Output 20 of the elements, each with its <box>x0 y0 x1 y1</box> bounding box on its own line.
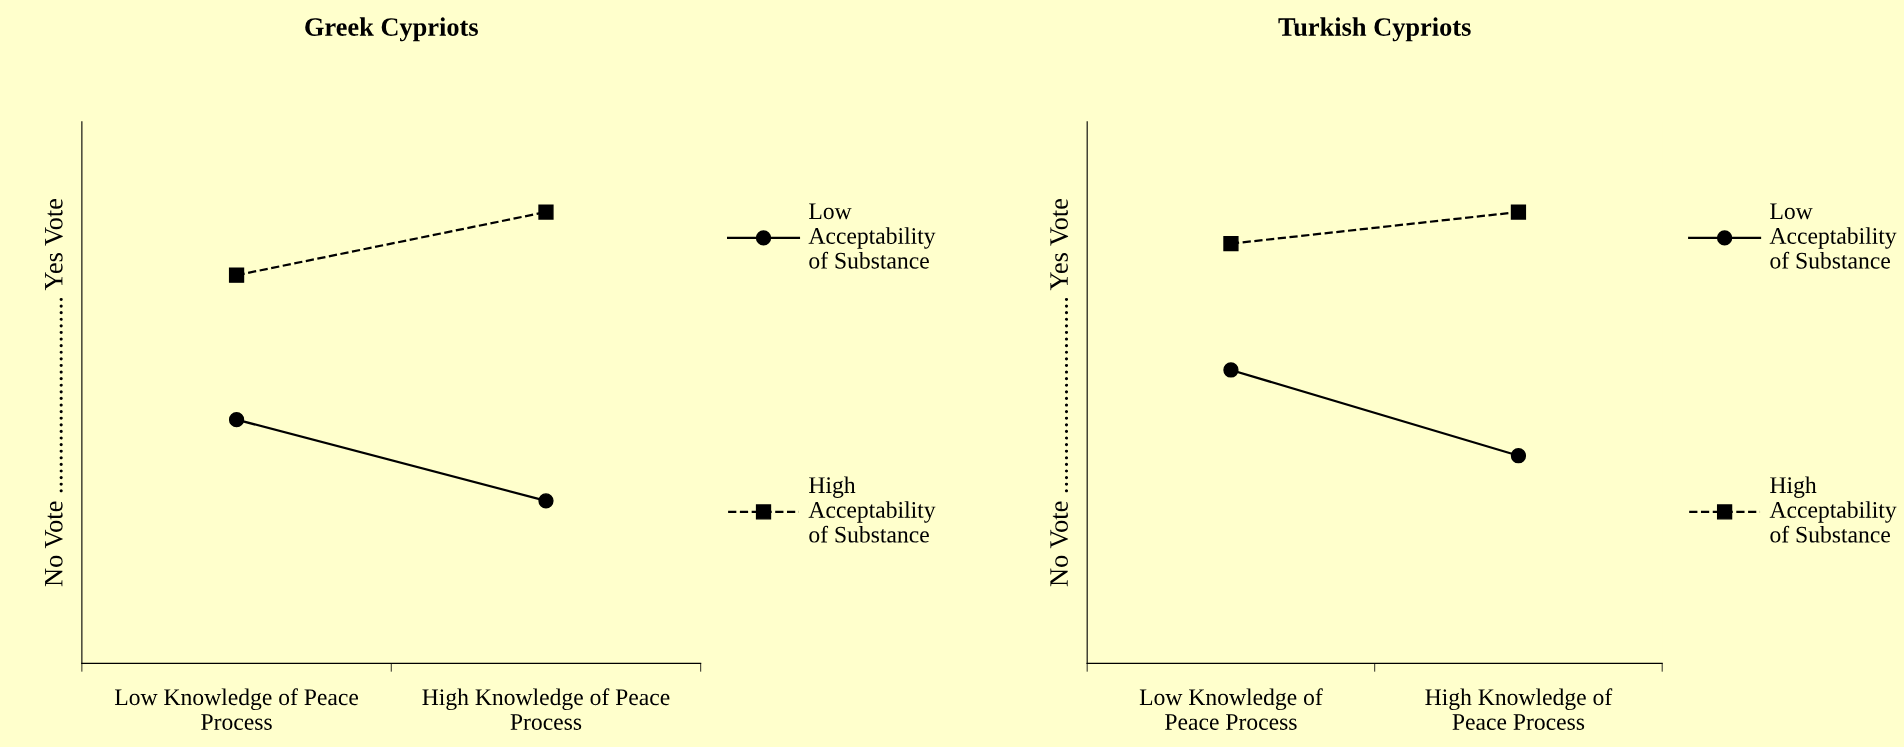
point <box>1510 204 1527 220</box>
legend-label: Low Acceptability of Substance <box>808 203 936 269</box>
point <box>1510 448 1527 464</box>
legend-label: High Acceptability of Substance <box>1769 476 1897 543</box>
y-axis-title: No Vote .............................. Yes Vote <box>1050 199 1069 587</box>
x-tick-label: High Knowledge of Peace Process <box>1425 688 1613 730</box>
x-tick-label: Low Knowledge of Peace Process <box>1139 688 1323 730</box>
point <box>228 411 245 428</box>
x-tick-label: Low Knowledge of Peace Process <box>114 688 359 730</box>
point <box>1223 235 1239 252</box>
point <box>228 267 245 283</box>
legend-label: High Acceptability of Substance <box>808 476 936 543</box>
x-tick-label: High Knowledge of Peace Process <box>422 688 670 730</box>
y-axis-title: No Vote .............................. Yes Vote <box>45 199 63 587</box>
chart-title: Greek Cypriots <box>305 17 478 42</box>
point <box>538 204 554 220</box>
point <box>1223 362 1239 378</box>
legend-label: Low Acceptability of Substance <box>1769 203 1897 269</box>
point <box>538 493 554 509</box>
chart-title: Turkish Cypriots <box>1278 17 1471 42</box>
